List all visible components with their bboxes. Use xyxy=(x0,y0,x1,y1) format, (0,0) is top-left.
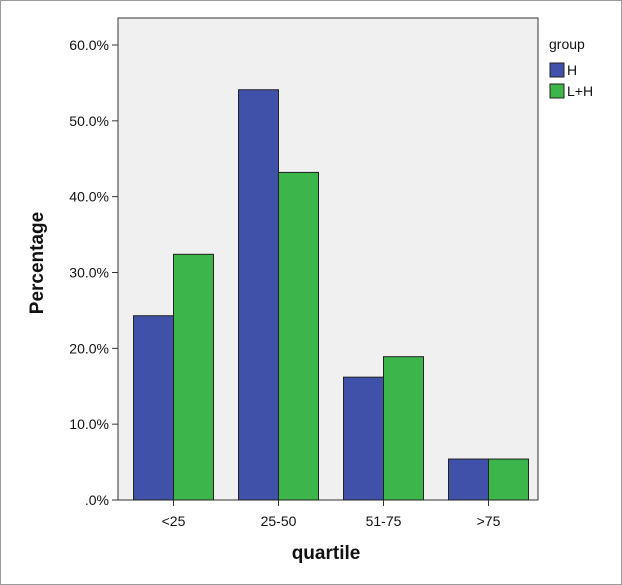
bar-h-2 xyxy=(343,376,384,501)
bar-l-h-0 xyxy=(173,253,214,501)
y-axis-title: Percentage xyxy=(27,212,48,314)
y-tick-label: .0% xyxy=(85,492,109,508)
y-axis: .0% 10.0% 20.0% 30.0% 40.0% 50.0% 60.0% xyxy=(69,37,118,508)
legend-label: H xyxy=(567,62,577,78)
legend-swatch xyxy=(549,83,565,99)
x-tick-label: <25 xyxy=(162,513,186,529)
x-axis: <25 25-50 51-75 >75 xyxy=(162,500,501,529)
legend-title: group xyxy=(549,36,585,52)
y-tick-label: 20.0% xyxy=(69,340,109,356)
bar-h-0 xyxy=(133,315,174,501)
bar-h-3 xyxy=(448,458,489,501)
x-tick-label: 25-50 xyxy=(261,513,297,529)
y-tick-label: 10.0% xyxy=(69,416,109,432)
bar-l-h-2 xyxy=(383,356,424,501)
y-tick-label: 60.0% xyxy=(69,37,109,53)
y-tick-label: 30.0% xyxy=(69,265,109,281)
bar-h-1 xyxy=(238,89,279,501)
x-axis-title: quartile xyxy=(292,543,361,564)
x-tick-label: 51-75 xyxy=(366,513,402,529)
legend-swatch xyxy=(549,62,565,78)
bars xyxy=(133,89,529,501)
x-tick-label: >75 xyxy=(477,513,501,529)
bar-l-h-1 xyxy=(278,171,319,501)
y-tick-label: 50.0% xyxy=(69,113,109,129)
bar-l-h-3 xyxy=(488,458,529,501)
y-tick-label: 40.0% xyxy=(69,189,109,205)
legend: group H L+H xyxy=(549,36,593,99)
legend-label: L+H xyxy=(567,83,593,99)
